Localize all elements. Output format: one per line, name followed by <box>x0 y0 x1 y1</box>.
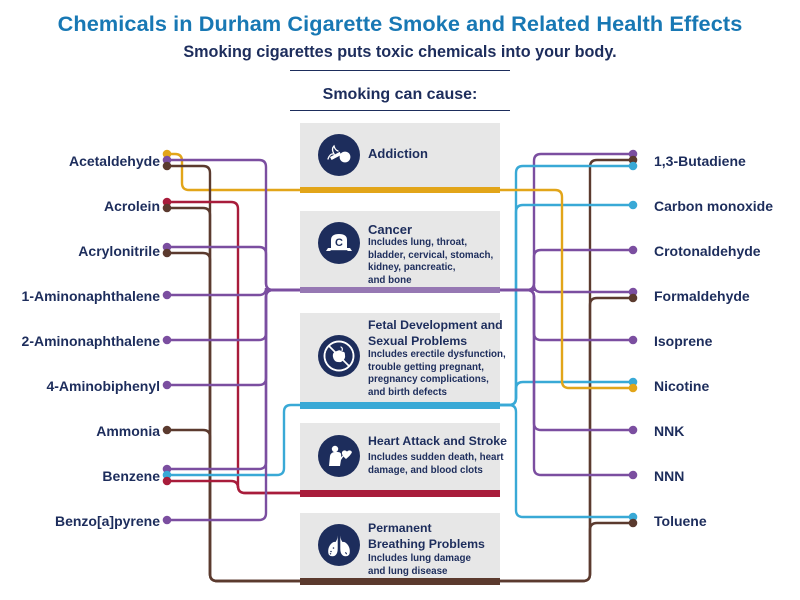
svg-text:C: C <box>335 237 343 249</box>
